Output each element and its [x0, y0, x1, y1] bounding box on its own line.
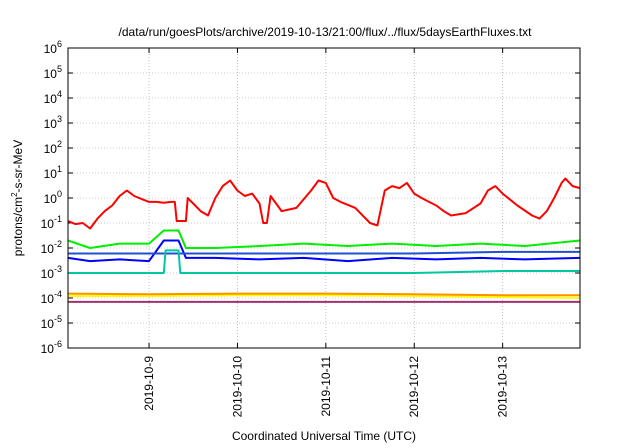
y-axis-label: protons/cm2-s-sr-MeV: [10, 140, 25, 256]
x-tick-label: 2019-10-9: [142, 356, 156, 411]
series-line-3: [67, 239, 581, 263]
series-line-1: [67, 177, 581, 230]
grid: [68, 47, 580, 349]
plot-area: [67, 47, 581, 349]
series-line-7: [67, 292, 580, 297]
y-tick-label: 10-1: [41, 214, 62, 231]
y-tick-label: 10-4: [41, 289, 62, 306]
y-tick-label: 102: [44, 139, 62, 156]
y-tick-label: 104: [44, 89, 62, 106]
x-tick-labels: 2019-10-9 2019-10-10 2019-10-11 2019-10-12 2…: [142, 356, 510, 418]
y-tick-label: 10-6: [41, 339, 62, 356]
x-tick-label: 2019-10-11: [319, 356, 333, 417]
series-line-2: [67, 229, 581, 249]
chart-title: /data/run/goesPlots/archive/2019-10-13/2…: [119, 25, 533, 39]
y-tick-label: 10-5: [41, 314, 62, 331]
y-tick-label: 10-3: [41, 264, 62, 281]
series-line-4: [68, 250, 580, 255]
series-group: [67, 177, 581, 303]
x-axis-label: Coordinated Universal Time (UTC): [232, 429, 416, 443]
series-line-5: [68, 249, 580, 274]
y-tick-label: 10-2: [41, 239, 62, 256]
x-tick-label: 2019-10-12: [407, 356, 421, 418]
x-tick-label: 2019-10-10: [230, 356, 244, 418]
y-tick-label: 105: [44, 64, 62, 81]
y-tick-label: 103: [44, 114, 62, 131]
y-tick-labels: 106 105 104 103 102 101 100 10-1 10-2 10-3 10-4 10-…: [41, 39, 62, 356]
x-tick-label: 2019-10-13: [496, 356, 510, 418]
y-tick-label: 106: [44, 39, 62, 56]
y-tick-label: 101: [44, 164, 62, 181]
y-tick-label: 100: [44, 189, 62, 206]
series-line-6: [68, 294, 581, 299]
